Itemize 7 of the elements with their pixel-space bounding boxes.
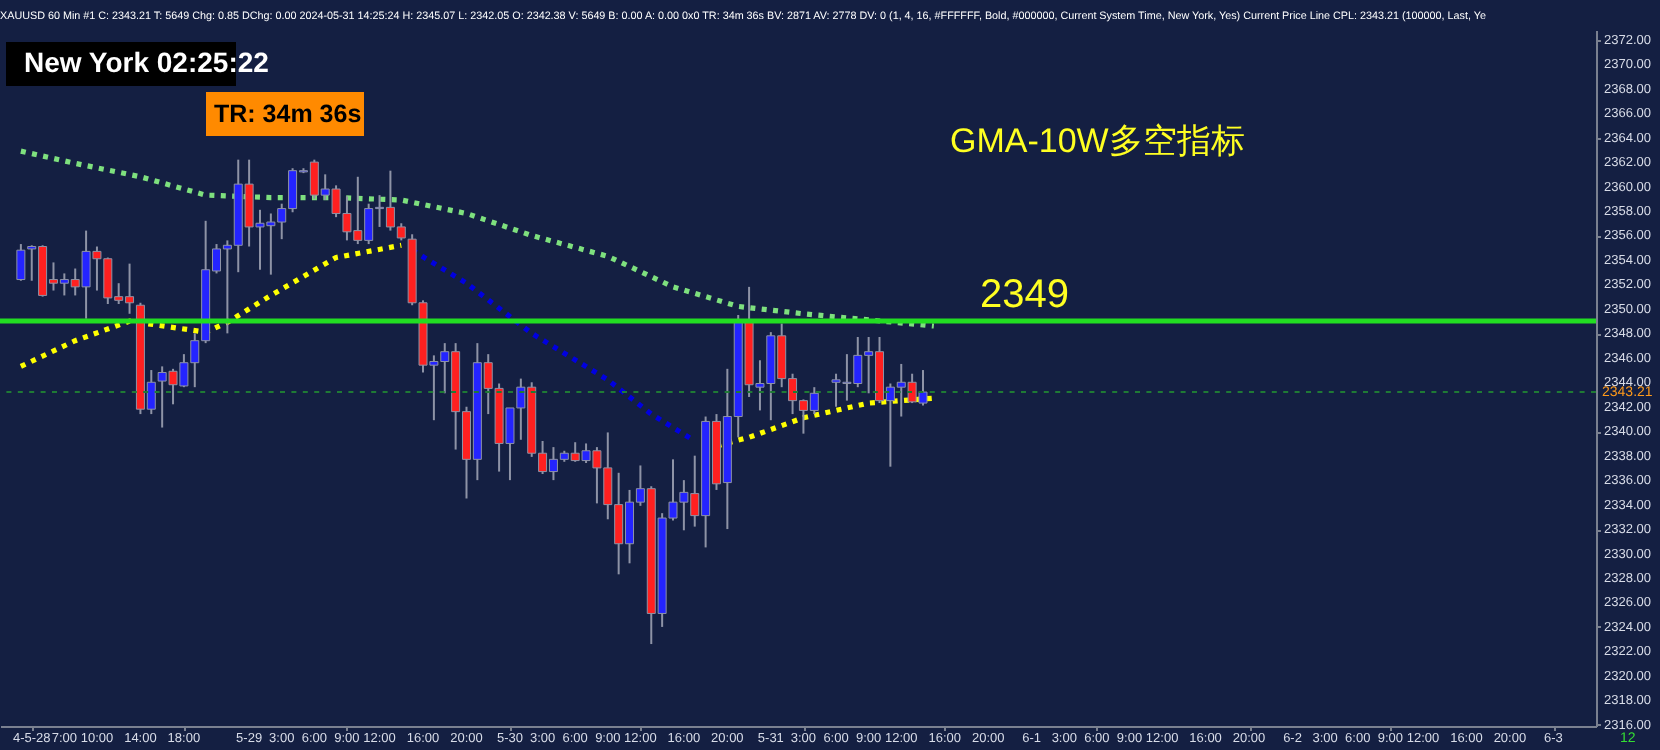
line-series	[18, 148, 937, 329]
annotation: New York 02:25:22	[24, 46, 270, 78]
annotation: TR: 34m 36s	[214, 100, 362, 128]
candlestick	[16, 243, 26, 282]
line-series	[18, 242, 404, 369]
annotation: GMA-10W多空指标	[950, 122, 1245, 160]
ref-line-label: 2349	[980, 273, 1069, 318]
